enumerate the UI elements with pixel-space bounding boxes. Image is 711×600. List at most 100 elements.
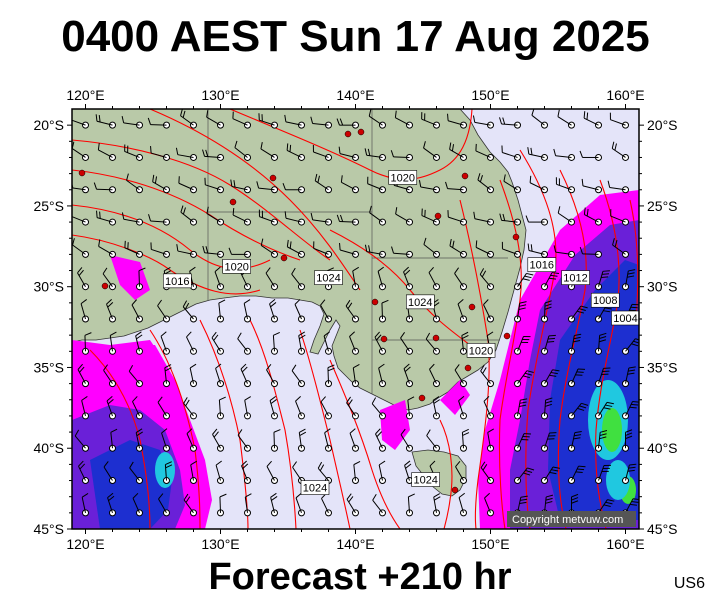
wind-barb-icon	[82, 332, 92, 355]
wind-barb-icon	[291, 364, 305, 388]
wind-barb-icon	[449, 238, 467, 258]
wind-barb-icon	[298, 428, 307, 452]
wind-barb-icon	[271, 331, 280, 355]
wind-barb-icon	[310, 212, 332, 226]
wind-barb-icon	[211, 331, 224, 355]
wind-barb-icon	[132, 396, 143, 420]
station-dot-icon	[229, 198, 237, 206]
wind-barb-icon	[595, 270, 610, 291]
wind-barb-icon	[346, 493, 359, 517]
lat-label-left: 30°S	[33, 279, 64, 295]
wind-barb-icon	[150, 146, 170, 161]
wind-barb-icon	[161, 428, 170, 452]
svg-text:1008: 1008	[593, 295, 617, 307]
lon-label-bottom: 140°E	[336, 536, 374, 552]
lat-label-left: 40°S	[33, 440, 64, 456]
wind-barb-icon	[132, 492, 143, 517]
wind-barb-icon	[501, 145, 521, 161]
station-dot-icon	[503, 332, 511, 340]
wind-barb-icon	[295, 395, 305, 420]
wind-barb-icon	[429, 363, 440, 388]
wind-barb-icon	[432, 396, 440, 420]
wind-barb-icon	[215, 460, 224, 485]
wind-barb-icon	[286, 143, 305, 161]
wind-barb-icon	[449, 142, 467, 161]
wind-barb-icon	[622, 463, 637, 485]
wind-barb-icon	[204, 177, 224, 194]
svg-text:1024: 1024	[408, 297, 432, 309]
wind-barb-icon	[529, 175, 548, 194]
station-dot-icon	[461, 172, 469, 180]
wind-barb-icon	[95, 114, 116, 129]
wind-barb-icon	[480, 461, 494, 485]
wind-barb-icon	[390, 150, 413, 161]
wind-barb-icon	[611, 141, 629, 161]
wind-barb-icon	[339, 242, 359, 258]
wind-barb-icon	[106, 395, 116, 420]
wind-barb-icon	[243, 299, 251, 323]
wind-barb-icon	[377, 266, 386, 291]
wind-barb-icon	[186, 428, 197, 452]
station-dot-icon	[464, 364, 472, 372]
wind-barb-icon	[178, 176, 197, 194]
station-dot-icon	[451, 486, 459, 494]
wind-barb-icon	[183, 397, 197, 420]
wind-barb-icon	[447, 113, 467, 129]
wind-barb-icon	[378, 363, 386, 388]
wind-barb-icon	[395, 207, 413, 226]
station-dot-icon	[380, 335, 388, 343]
wind-barb-icon	[78, 460, 89, 485]
wind-barb-icon	[364, 148, 386, 161]
wind-barb-icon	[400, 332, 413, 355]
wind-barb-icon	[237, 429, 251, 452]
wind-barb-icon	[501, 241, 521, 258]
wind-barb-icon	[499, 213, 521, 226]
isobar-label: 1012	[561, 270, 590, 285]
wind-barb-icon	[256, 181, 278, 194]
wind-barb-icon	[336, 118, 359, 129]
wind-barb-icon	[121, 212, 143, 226]
wind-barb-icon	[595, 464, 611, 485]
wind-barb-icon	[295, 492, 305, 517]
station-dots	[78, 128, 520, 494]
wind-barb-icon	[612, 238, 629, 258]
wind-barb-icon	[568, 305, 588, 323]
axis-ticks	[67, 104, 644, 534]
wind-barb-icon	[568, 333, 582, 355]
wind-barb-icon	[595, 430, 608, 452]
station-dot-icon	[280, 254, 288, 262]
station-dot-icon	[371, 298, 379, 306]
wind-barb-icon	[579, 150, 602, 161]
lon-label-bottom: 120°E	[66, 536, 104, 552]
wind-barb-icon	[579, 247, 602, 258]
wind-barb-icon	[555, 177, 575, 194]
wind-barb-icon	[595, 367, 611, 388]
wind-barb-icon	[455, 460, 467, 485]
station-dot-icon	[468, 303, 476, 311]
wind-barb-icon	[622, 401, 639, 420]
wind-barb-icon	[284, 114, 305, 129]
wind-barb-icon	[581, 178, 602, 194]
isobar-label: 1008	[590, 292, 620, 308]
isobar-label: 1024	[300, 480, 330, 495]
wind-barb-icon	[286, 239, 305, 258]
state-borders	[207, 109, 508, 394]
wind-barb-icon	[103, 364, 116, 388]
wind-barb-icon	[269, 299, 278, 323]
wind-barb-icon	[244, 396, 251, 420]
wind-barb-icon	[372, 493, 386, 517]
wind-barb-icon	[475, 143, 494, 161]
wind-barb-icon	[454, 267, 467, 291]
wind-barb-icon	[163, 364, 172, 388]
wind-barb-icon	[180, 109, 197, 129]
wind-barb-icon	[553, 245, 575, 258]
wind-barb-icon	[176, 244, 197, 258]
wind-barb-icon	[568, 368, 586, 388]
wind-barb-icon	[190, 460, 197, 485]
wind-barb-icon	[106, 299, 116, 323]
wind-barb-icon	[324, 428, 332, 452]
wind-barb-icon	[364, 244, 386, 258]
wind-barb-icon	[240, 363, 251, 388]
lon-label-bottom: 150°E	[471, 536, 509, 552]
lat-label-left: 25°S	[33, 198, 64, 214]
